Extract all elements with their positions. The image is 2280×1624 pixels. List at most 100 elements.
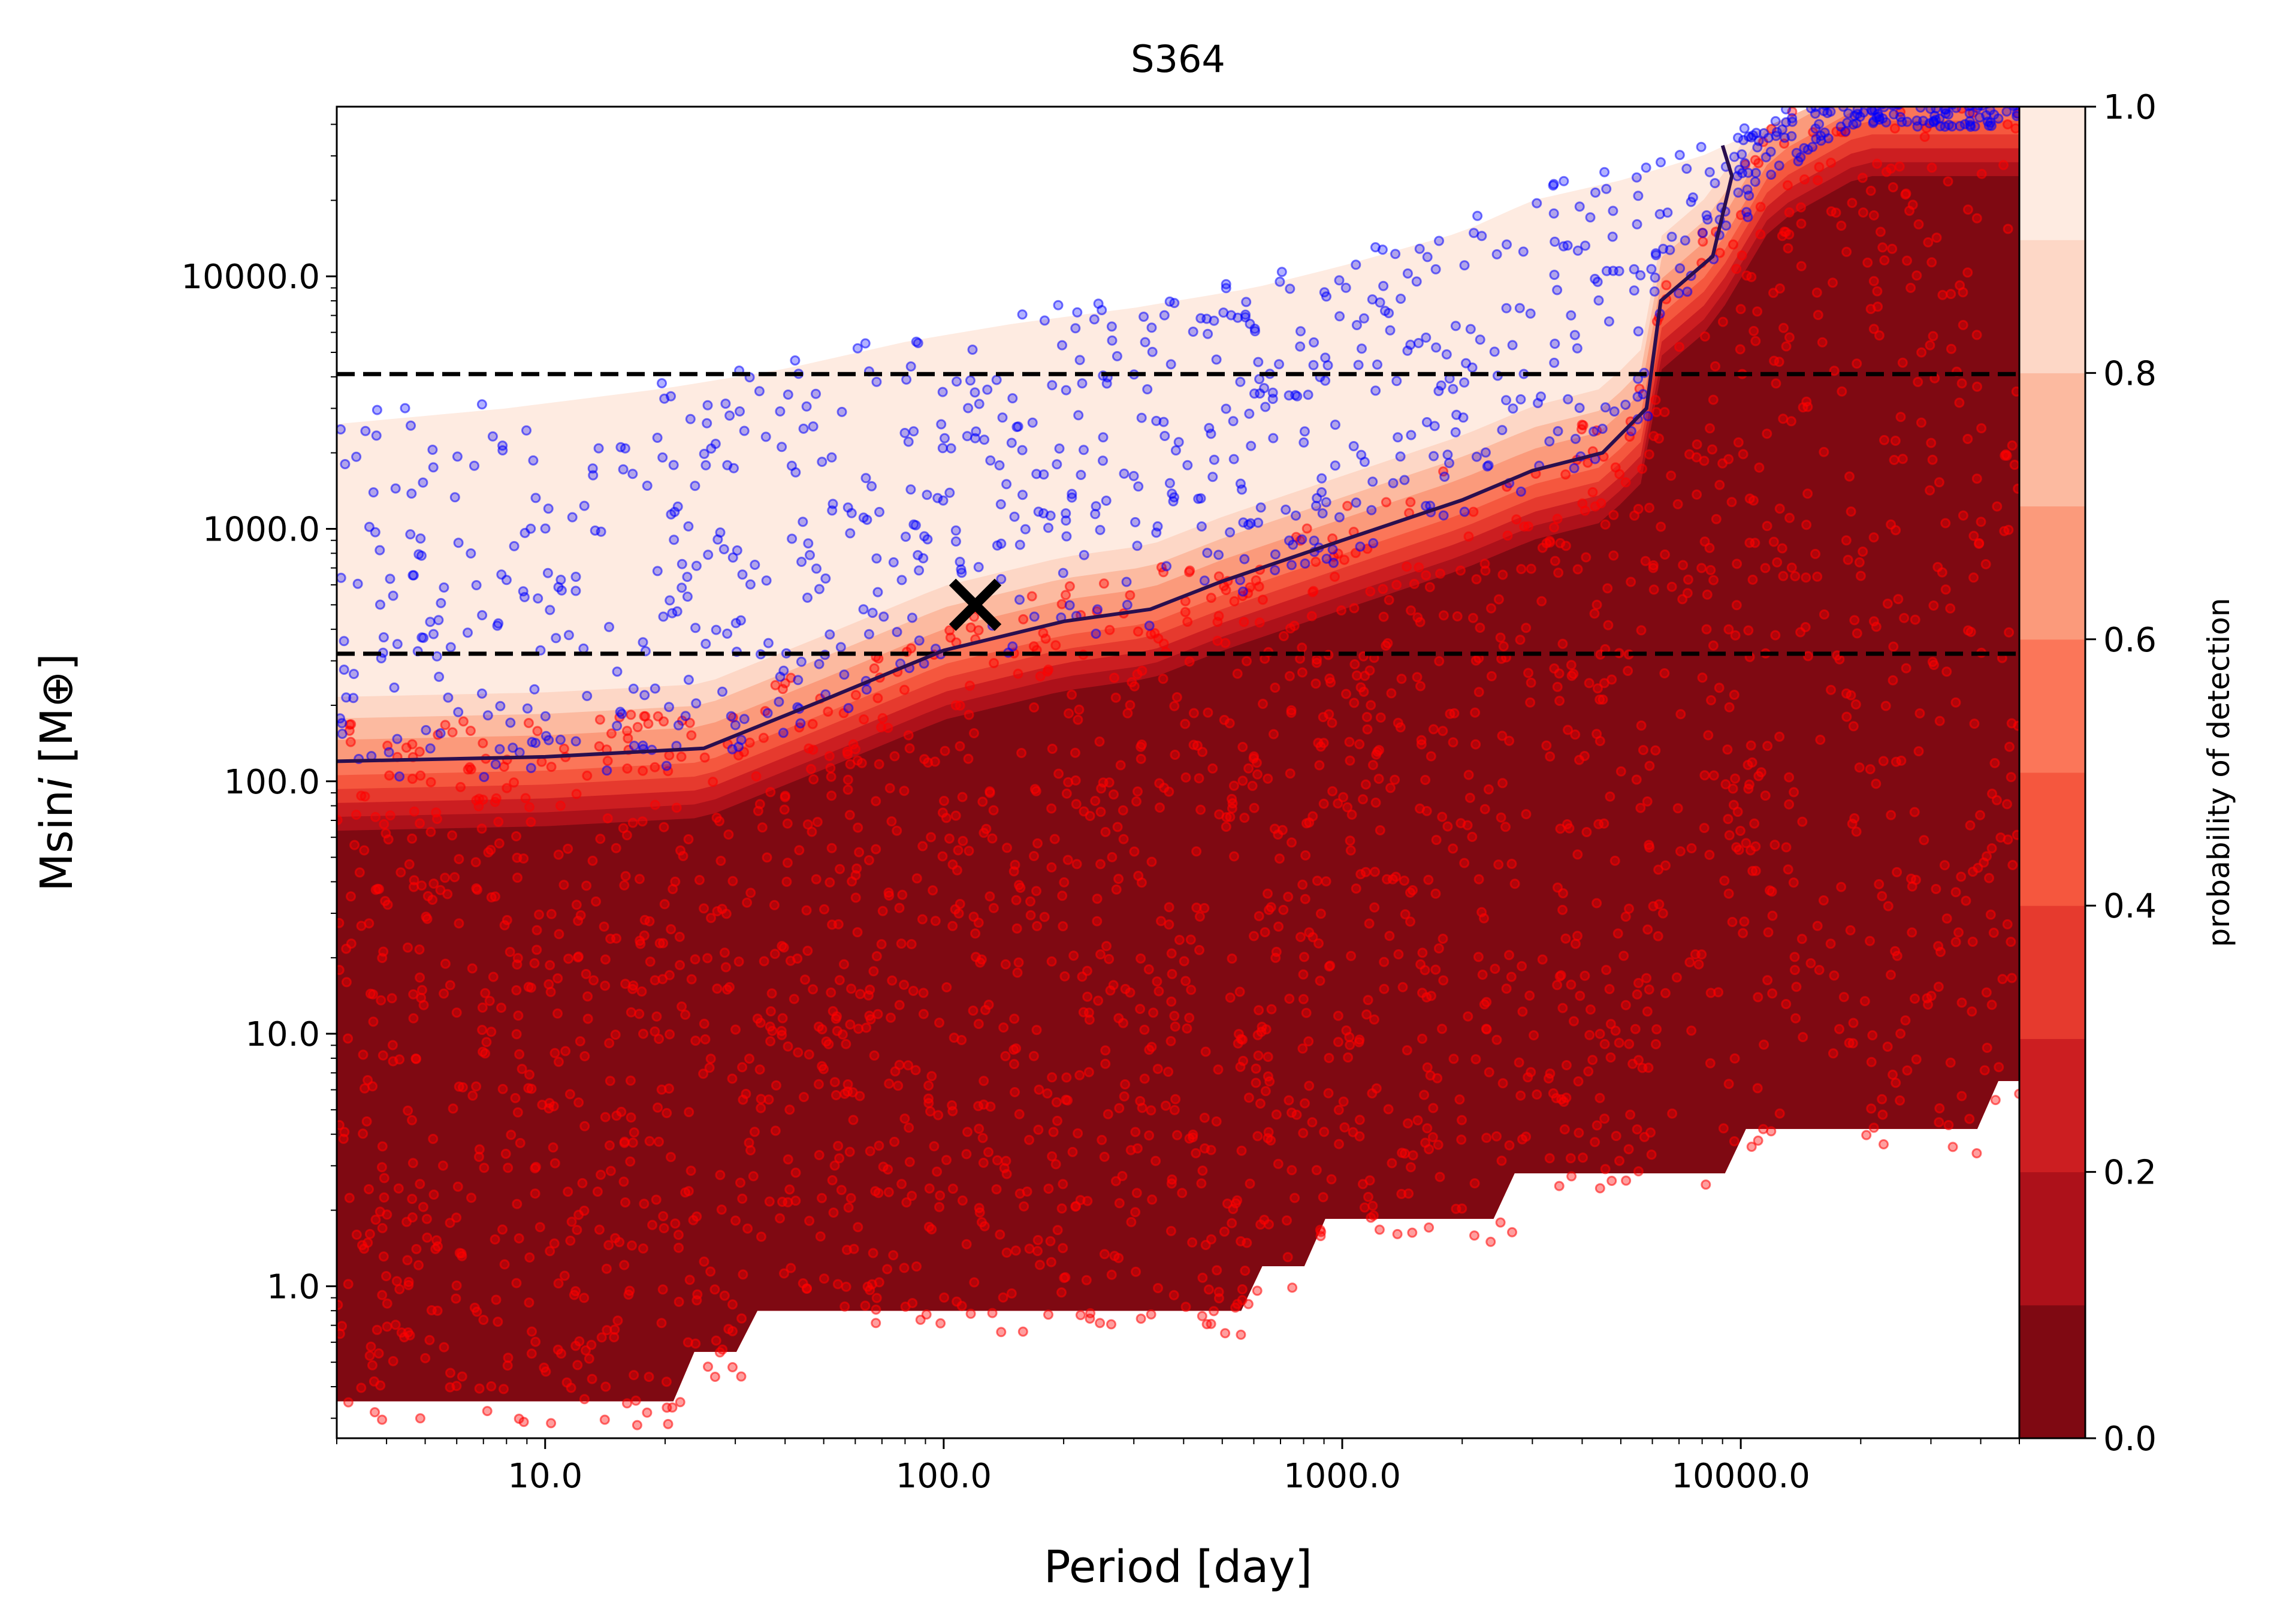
undetected-point xyxy=(928,885,938,896)
undetected-point xyxy=(630,1395,641,1406)
undetected-point xyxy=(1614,1155,1624,1166)
undetected-point xyxy=(752,1013,763,1024)
undetected-point xyxy=(370,1407,380,1418)
undetected-point xyxy=(377,1414,388,1425)
undetected-point xyxy=(1541,740,1552,751)
undetected-point xyxy=(1200,1046,1211,1057)
detected-point xyxy=(469,460,479,471)
undetected-point xyxy=(1750,336,1761,346)
undetected-point xyxy=(368,989,378,1000)
undetected-point xyxy=(1596,498,1606,509)
undetected-point xyxy=(884,891,895,901)
undetected-point xyxy=(1810,548,1820,559)
undetected-point xyxy=(1763,927,1774,938)
undetected-point xyxy=(1699,823,1710,834)
undetected-point xyxy=(847,1087,858,1098)
detected-point xyxy=(1675,263,1686,274)
detected-point xyxy=(937,387,948,397)
undetected-point xyxy=(382,1321,392,1332)
undetected-point xyxy=(1408,1150,1418,1161)
undetected-point xyxy=(1263,773,1273,784)
undetected-point xyxy=(1644,842,1655,853)
undetected-point xyxy=(425,777,436,787)
undetected-point xyxy=(874,1140,884,1151)
detected-point xyxy=(774,696,784,707)
undetected-point xyxy=(505,947,515,957)
undetected-point xyxy=(1454,1094,1465,1105)
detected-point xyxy=(1182,460,1193,470)
undetected-point xyxy=(579,1293,590,1303)
undetected-point xyxy=(1753,158,1764,168)
undetected-point xyxy=(1420,775,1431,785)
undetected-point xyxy=(1006,1288,1017,1299)
undetected-point xyxy=(372,1324,382,1335)
detected-point xyxy=(946,443,956,454)
undetected-point xyxy=(1659,407,1670,418)
undetected-point xyxy=(690,1338,701,1349)
undetected-point xyxy=(1834,654,1845,665)
undetected-point xyxy=(1166,1178,1177,1189)
detected-point xyxy=(691,560,702,571)
undetected-point xyxy=(884,1078,895,1089)
undetected-point xyxy=(377,953,388,964)
undetected-point xyxy=(911,873,922,884)
undetected-point xyxy=(512,873,523,883)
undetected-point xyxy=(1705,423,1715,434)
undetected-point xyxy=(1339,1122,1350,1133)
undetected-point xyxy=(1584,1030,1595,1040)
undetected-point xyxy=(588,975,599,986)
undetected-point xyxy=(1624,903,1634,914)
undetected-point xyxy=(559,1270,570,1281)
undetected-point xyxy=(424,1335,435,1345)
undetected-point xyxy=(407,774,418,784)
undetected-point xyxy=(1311,657,1322,668)
detected-point xyxy=(798,423,809,434)
detected-point xyxy=(1748,130,1759,141)
undetected-point xyxy=(1479,804,1490,814)
undetected-point xyxy=(1058,1243,1068,1254)
undetected-point xyxy=(1692,439,1702,450)
undetected-point xyxy=(1354,739,1365,750)
detected-point xyxy=(1093,298,1104,309)
undetected-point xyxy=(1098,578,1109,589)
undetected-point xyxy=(1691,452,1702,463)
undetected-point xyxy=(807,719,818,729)
detected-point xyxy=(1268,433,1279,443)
undetected-point xyxy=(1565,1153,1576,1164)
undetected-point xyxy=(1907,200,1918,210)
undetected-point xyxy=(826,790,837,801)
detected-point xyxy=(1895,111,1905,122)
undetected-point xyxy=(1746,1142,1757,1152)
detected-point xyxy=(1152,521,1163,532)
undetected-point xyxy=(499,762,509,772)
undetected-point xyxy=(356,1382,367,1393)
y-tick-label: 1.0 xyxy=(267,1267,320,1306)
undetected-point xyxy=(806,763,816,774)
undetected-point xyxy=(1552,514,1563,524)
x-tick-label: 10.0 xyxy=(508,1457,582,1496)
undetected-point xyxy=(632,1420,642,1430)
undetected-point xyxy=(1071,859,1082,870)
detected-point xyxy=(1989,109,2000,120)
detected-point xyxy=(808,421,819,432)
undetected-point xyxy=(1319,1127,1330,1137)
undetected-point xyxy=(612,1315,623,1326)
undetected-point xyxy=(451,1293,461,1304)
detected-point xyxy=(1147,346,1158,357)
undetected-point xyxy=(1059,877,1070,888)
undetected-point xyxy=(1109,789,1119,800)
undetected-point xyxy=(1236,1034,1246,1045)
detected-point xyxy=(761,575,772,586)
undetected-point xyxy=(584,1353,594,1364)
undetected-point xyxy=(384,770,395,781)
detected-point xyxy=(1351,320,1362,330)
undetected-point xyxy=(1019,1201,1029,1212)
undetected-point xyxy=(949,1033,959,1043)
undetected-point xyxy=(1735,826,1746,836)
undetected-point xyxy=(1304,927,1315,938)
undetected-point xyxy=(1343,1052,1354,1063)
detected-point xyxy=(899,428,910,438)
detected-point xyxy=(476,688,487,699)
detected-point xyxy=(1017,309,1028,320)
undetected-point xyxy=(1415,617,1426,627)
